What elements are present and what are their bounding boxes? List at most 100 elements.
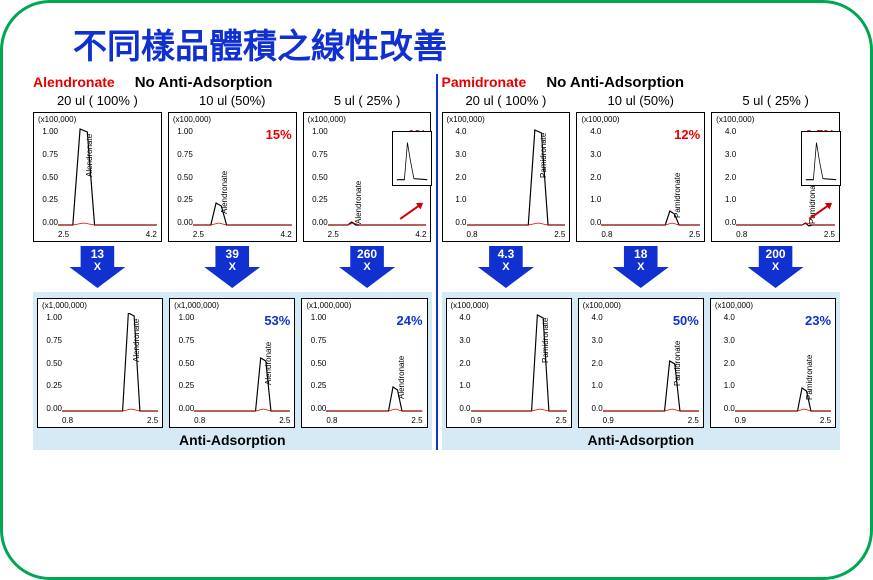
fold-x: X <box>94 261 101 273</box>
bottom-band-right: (x100,000)4.03.02.01.00.00.92.5Pamidrona… <box>442 292 841 450</box>
x-axis: 0.92.5 <box>735 416 831 425</box>
chromatogram-chart: (x100,000)4.03.02.01.00.00.92.5Pamidrona… <box>446 298 572 428</box>
chromatogram-chart: (x1,000,000) 1.000.750.500.250.000.82.5 Al… <box>37 298 163 428</box>
vol-2: 5 ul ( 25% ) <box>303 93 432 108</box>
vertical-divider <box>436 74 438 450</box>
chromatogram-chart: (x1,000,000)53%1.000.750.500.250.000.82.… <box>169 298 295 428</box>
peak-label: Pamidronate <box>805 354 814 399</box>
x-axis: 0.82.5 <box>194 416 290 425</box>
chart-scale: (x100,000) <box>308 115 346 124</box>
left-column: Alendronate No Anti-Adsorption 20 ul ( 1… <box>33 74 432 450</box>
plot-area: Pamidronate <box>471 313 567 413</box>
chromatogram-chart: (x100,000)23%4.03.02.01.00.00.92.5Pamidr… <box>710 298 836 428</box>
plot-area: Pamidronate <box>603 313 699 413</box>
vol-r1: 10 ul (50%) <box>576 93 705 108</box>
chart-scale: (x100,000) <box>451 301 489 310</box>
arrows-right: 4.3X18X200X <box>442 246 841 288</box>
peak-label: Alendronate <box>397 356 406 399</box>
chart-scale: (x1,000,000) <box>306 301 351 310</box>
improvement-arrow: 18X <box>613 246 669 288</box>
drug-label-right: Pamidronate <box>442 74 527 90</box>
y-axis: 4.03.02.01.00.0 <box>581 313 603 413</box>
improvement-arrow: 4.3X <box>478 246 534 288</box>
chart-scale: (x1,000,000) <box>174 301 219 310</box>
y-axis: 4.03.02.01.00.0 <box>714 127 736 227</box>
chromatogram-chart: (x100,000)1%1.000.750.500.250.002.54.2Al… <box>303 112 432 242</box>
chromatogram-chart: (x1,000,000)24%1.000.750.500.250.000.82.… <box>301 298 427 428</box>
plot-area: Alendronate <box>326 313 422 413</box>
top-charts-right: (x100,000)4.03.02.01.00.00.82.5Pamidrona… <box>442 112 841 242</box>
chromatogram-chart: (x100,000)4.03.02.01.00.00.82.5Pamidrona… <box>442 112 571 242</box>
fold-x: X <box>363 261 370 273</box>
peak-label: Pamidronate <box>541 318 550 363</box>
volume-header-left: 20 ul ( 100% ) 10 ul (50%) 5 ul ( 25% ) <box>33 93 432 112</box>
plot-area: Alendronate <box>193 127 292 227</box>
x-axis: 0.82.5 <box>736 230 835 239</box>
plot-area: Pamidronate <box>467 127 566 227</box>
x-axis: 0.82.5 <box>601 230 700 239</box>
fold-x: X <box>772 261 779 273</box>
vol-0: 20 ul ( 100% ) <box>33 93 162 108</box>
peak-label: Alendronate <box>220 171 229 214</box>
y-axis: 4.03.02.01.00.0 <box>579 127 601 227</box>
fold-value: 260 <box>357 248 377 261</box>
fold-value: 39 <box>226 248 239 261</box>
right-column: Pamidronate No Anti-Adsorption 20 ul ( 1… <box>442 74 841 450</box>
chart-scale: (x1,000,000) <box>42 301 87 310</box>
peak-label: Alendronate <box>264 341 273 384</box>
chart-scale: (x100,000) <box>38 115 76 124</box>
x-axis: 0.82.5 <box>62 416 158 425</box>
vol-r2: 5 ul ( 25% ) <box>711 93 840 108</box>
peak-label: Pamidronate <box>673 341 682 386</box>
fold-value: 4.3 <box>498 248 515 261</box>
section-top-left: No Anti-Adsorption <box>135 74 273 91</box>
bottom-band-left: (x1,000,000)1.000.750.500.250.000.82.5Al… <box>33 292 432 450</box>
peak-label: Alendronate <box>354 180 363 223</box>
fold-x: X <box>502 261 509 273</box>
top-charts-left: (x100,000)1.000.750.500.250.002.54.2Alen… <box>33 112 432 242</box>
fold-value: 200 <box>766 248 786 261</box>
y-axis: 1.000.750.500.250.00 <box>171 127 193 227</box>
chart-scale: (x100,000) <box>583 301 621 310</box>
vol-r0: 20 ul ( 100% ) <box>442 93 571 108</box>
fold-value: 18 <box>634 248 647 261</box>
improvement-arrow: 200X <box>748 246 804 288</box>
plot-area: Pamidronate <box>601 127 700 227</box>
chromatogram-chart: (x100,000)12%4.03.02.01.00.00.82.5Pamidr… <box>576 112 705 242</box>
section-bottom-right: Anti-Adsorption <box>446 432 837 448</box>
fold-x: X <box>229 261 236 273</box>
chart-scale: (x100,000) <box>447 115 485 124</box>
y-axis: 4.03.02.01.00.0 <box>449 313 471 413</box>
chart-scale: (x100,000) <box>716 115 754 124</box>
x-axis: 2.54.2 <box>328 230 427 239</box>
chromatogram-chart: (x100,000)15%1.000.750.500.250.002.54.2A… <box>168 112 297 242</box>
x-axis: 0.82.5 <box>467 230 566 239</box>
y-axis: 1.000.750.500.250.00 <box>40 313 62 413</box>
y-axis: 1.000.750.500.250.00 <box>172 313 194 413</box>
arrows-left: 13X39X260X <box>33 246 432 288</box>
y-axis: 1.000.750.500.250.00 <box>36 127 58 227</box>
chart-scale: (x100,000) <box>715 301 753 310</box>
y-axis: 1.000.750.500.250.00 <box>304 313 326 413</box>
chromatogram-chart: (x100,000)50%4.03.02.01.00.00.92.5Pamidr… <box>578 298 704 428</box>
plot-area: Pamidronate <box>735 313 831 413</box>
fold-x: X <box>637 261 644 273</box>
inset-chart <box>392 131 432 186</box>
x-axis: 0.82.5 <box>326 416 422 425</box>
improvement-arrow: 13X <box>69 246 125 288</box>
chromatogram-chart: (x100,000)0.5%4.03.02.01.00.00.82.5Pamid… <box>711 112 840 242</box>
x-axis: 2.54.2 <box>193 230 292 239</box>
chromatogram-chart: (x100,000)1.000.750.500.250.002.54.2Alen… <box>33 112 162 242</box>
chart-scale: (x100,000) <box>173 115 211 124</box>
improvement-arrow: 39X <box>204 246 260 288</box>
improvement-arrow: 260X <box>339 246 395 288</box>
peak-label: Alendronate <box>132 319 141 362</box>
peak-label: Pamidronate <box>673 173 682 218</box>
plot-area: Alendronate <box>194 313 290 413</box>
main-title: 不同樣品體積之線性改善 <box>73 19 840 68</box>
y-axis: 1.000.750.500.250.00 <box>306 127 328 227</box>
vol-1: 10 ul (50%) <box>168 93 297 108</box>
volume-header-right: 20 ul ( 100% ) 10 ul (50%) 5 ul ( 25% ) <box>442 93 841 112</box>
chart-scale: (x100,000) <box>581 115 619 124</box>
y-axis: 4.03.02.01.00.0 <box>713 313 735 413</box>
